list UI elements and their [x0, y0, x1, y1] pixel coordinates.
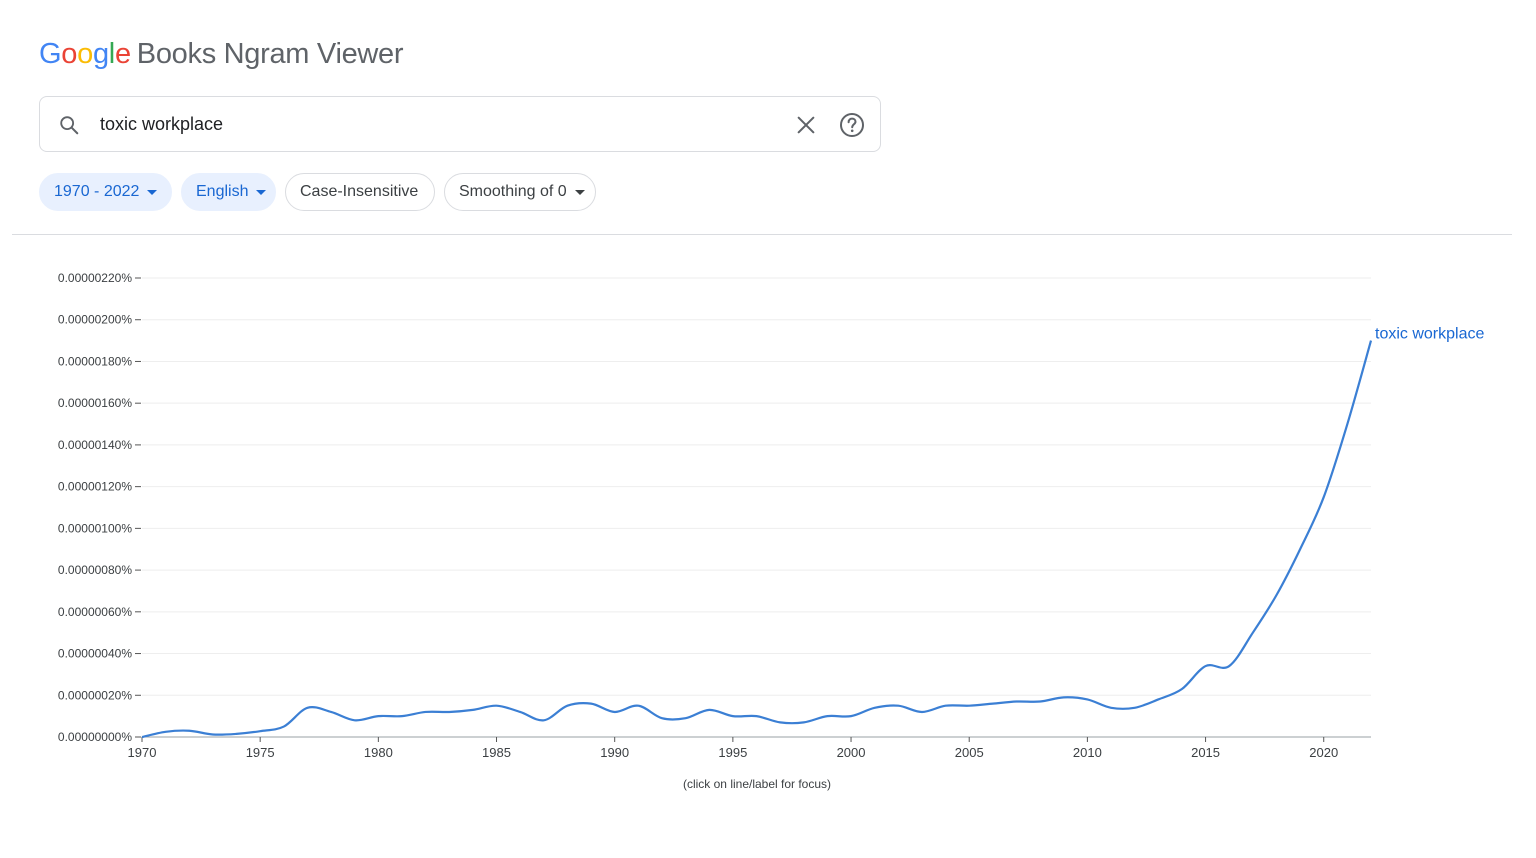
product-name: Books Ngram Viewer: [136, 38, 404, 70]
x-tick-label: 2000: [837, 745, 866, 760]
x-tick-label: 1990: [600, 745, 629, 760]
language-label: English: [196, 183, 249, 200]
y-tick-label: 0.00000140%: [58, 438, 132, 452]
x-tick-label: 2005: [955, 745, 984, 760]
y-tick-label: 0.00000180%: [58, 354, 132, 368]
x-tick-label: 2020: [1309, 745, 1338, 760]
chevron-down-icon: [256, 189, 267, 195]
x-tick-label: 1975: [246, 745, 275, 760]
x-tick-label: 1980: [364, 745, 393, 760]
search-icon[interactable]: [58, 114, 80, 136]
y-tick-label: 0.00000120%: [58, 480, 132, 494]
search-input[interactable]: [100, 107, 760, 141]
series-line[interactable]: [141, 340, 1373, 739]
chevron-down-icon: [147, 189, 158, 195]
y-tick-label: 0.00000060%: [58, 605, 132, 619]
divider: [12, 234, 1512, 235]
logo-letter: g: [92, 38, 109, 70]
y-tick-label: 0.00000080%: [58, 563, 132, 577]
case-label: Case-Insensitive: [300, 183, 419, 200]
google-wordmark: Google: [39, 38, 131, 70]
logo-letter: e: [114, 38, 131, 70]
x-tick-label: 2010: [1073, 745, 1102, 760]
y-tick-label: 0.00000040%: [58, 647, 132, 661]
y-tick-label: 0.00000000%: [58, 730, 132, 744]
chevron-down-icon: [574, 189, 585, 195]
y-tick-label: 0.00000020%: [58, 688, 132, 702]
logo-letter: o: [61, 38, 78, 70]
help-icon[interactable]: [839, 112, 865, 138]
logo-letter: G: [39, 38, 62, 70]
case-insensitive-chip[interactable]: Case-Insensitive: [285, 173, 435, 211]
x-tick-label: 1985: [482, 745, 511, 760]
ngram-chart: 0.00000000% 0.00000020% 0.00000040% 0.00000…: [58, 271, 1485, 760]
close-icon[interactable]: [795, 114, 817, 136]
x-tick-label: 2015: [1191, 745, 1220, 760]
search-box: [39, 96, 881, 152]
x-tick-label: 1970: [128, 745, 157, 760]
y-tick-label: 0.00000100%: [58, 521, 132, 535]
logo-letter: l: [108, 38, 115, 70]
smoothing-chip[interactable]: Smoothing of 0: [444, 173, 596, 211]
language-chip[interactable]: English: [181, 173, 276, 211]
year-range-chip[interactable]: 1970 - 2022: [39, 173, 172, 211]
year-range-label: 1970 - 2022: [54, 183, 140, 200]
chart-caption: (click on line/label for focus): [682, 777, 832, 791]
smoothing-label: Smoothing of 0: [459, 183, 567, 200]
logo-letter: o: [77, 38, 93, 70]
y-tick-label: 0.00000160%: [58, 396, 132, 410]
y-tick-label: 0.00000200%: [58, 313, 132, 327]
google-books-logo[interactable]: Google Books Ngram Viewer: [39, 38, 404, 71]
y-tick-label: 0.00000220%: [58, 271, 132, 285]
x-tick-label: 1995: [718, 745, 747, 760]
series-label[interactable]: toxic workplace: [1375, 326, 1484, 343]
